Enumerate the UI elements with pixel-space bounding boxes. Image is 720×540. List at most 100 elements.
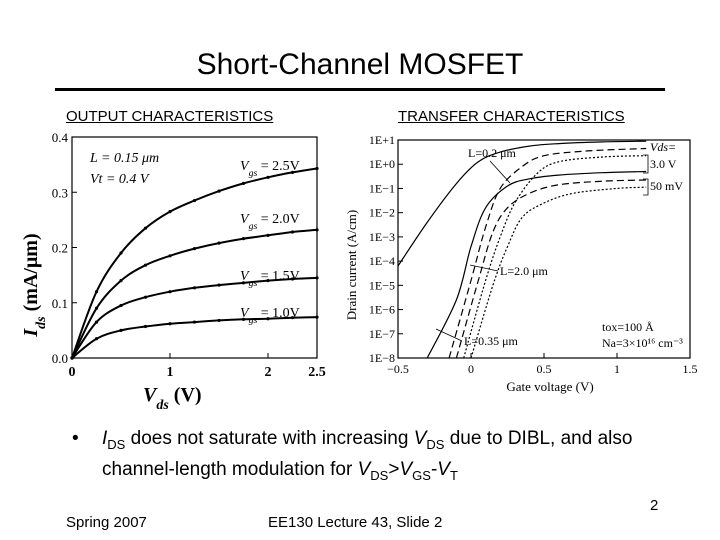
data-point <box>168 290 172 294</box>
data-point <box>94 306 99 310</box>
data-point <box>315 228 319 232</box>
data-point <box>315 276 319 280</box>
data-point <box>70 356 74 360</box>
page-number: 2 <box>650 497 659 514</box>
y-tick-label: 1E−5 <box>369 278 395 292</box>
annotation-pointer <box>469 264 499 272</box>
series-line <box>455 179 647 359</box>
footer-date: Spring 2007 <box>66 514 147 531</box>
bullet-text-part: DS <box>107 436 126 452</box>
transfer-characteristics-chart: −0.5 0 0.5 1 1.5 1E+1 1E+0 1E−1 1E−2 1E−3 1E−4 1E−5… <box>344 133 698 394</box>
series-line <box>397 140 647 267</box>
output-characteristics-heading: OUTPUT CHARACTERISTICS <box>66 108 274 125</box>
annotation-pointer <box>489 160 511 184</box>
data-point <box>192 320 197 324</box>
bullet-text-part: V <box>413 428 427 449</box>
data-point <box>94 337 99 341</box>
bullet-text-part: - <box>430 458 438 480</box>
y-tick-label: 0.2 <box>52 241 68 256</box>
annotation-L-0-35: L=0.35 μm <box>464 334 519 348</box>
annotation-channel-length: L = 0.15 μm <box>89 151 159 166</box>
annotation-L-2-0: L=2.0 μm <box>500 264 549 278</box>
y-tick-label: 1E+1 <box>369 133 395 147</box>
data-point <box>217 241 221 245</box>
series-label: Vgs = 1.0V <box>240 306 300 326</box>
y-tick-label: 1E−8 <box>369 351 395 365</box>
y-tick-label: 1E−4 <box>369 254 395 268</box>
annotation-tox: tox=100 Å <box>602 320 654 334</box>
data-point <box>94 290 99 294</box>
y-tick-label: 1E−7 <box>369 327 395 341</box>
data-point <box>119 251 123 255</box>
x-tick-label: 2.5 <box>308 365 326 380</box>
series-line <box>426 170 647 359</box>
bullet-text-part: does not saturate with increasing <box>125 428 414 449</box>
x-tick-label: 1 <box>167 365 174 380</box>
data-point <box>241 181 246 186</box>
annotation-vds: Vds= <box>650 140 676 154</box>
series-line <box>71 167 318 359</box>
series-line <box>470 186 647 359</box>
bullet-text-part: V <box>357 458 371 480</box>
data-point <box>315 166 319 171</box>
data-point <box>168 322 172 326</box>
data-point <box>143 295 148 299</box>
data-point <box>315 315 319 319</box>
x-tick-label: 1 <box>614 362 620 376</box>
y-tick-label: 1E−1 <box>369 181 395 195</box>
data-point <box>266 279 270 283</box>
data-point <box>290 277 295 281</box>
data-point <box>241 237 246 241</box>
data-point <box>143 226 148 230</box>
bracket-50mv <box>643 178 649 196</box>
x-tick-label: −0.5 <box>387 362 409 376</box>
series-label: Vgs = 1.5V <box>240 269 300 289</box>
data-point <box>266 175 270 179</box>
bullet-text-part: T <box>449 467 458 483</box>
annotation-na: Na=3×10¹⁶ cm⁻³ <box>602 336 683 350</box>
x-tick-label: 0 <box>468 362 474 376</box>
data-point <box>217 318 221 323</box>
data-point <box>241 317 246 321</box>
bullet-text-part: > <box>388 458 400 480</box>
bracket-3v <box>643 154 649 174</box>
annotation-L-0-2: L=0.2 μm <box>468 146 517 160</box>
data-point <box>119 328 123 332</box>
series-label: Vgs = 2.5V <box>240 159 300 179</box>
bullet-text-part: V <box>437 458 450 480</box>
bullet-text: IDS does not saturate with increasing VD… <box>102 426 682 488</box>
data-point <box>217 283 221 287</box>
data-point <box>266 233 270 237</box>
y-tick-label: 1E−3 <box>369 230 395 244</box>
bullet-text-part: I <box>102 428 108 449</box>
series-line <box>448 147 647 359</box>
data-point <box>192 247 197 251</box>
data-point <box>143 263 148 267</box>
y-tick-label: 1E+0 <box>369 157 395 171</box>
data-point <box>143 324 148 329</box>
y-tick-label: 1E−2 <box>369 206 395 220</box>
data-point <box>119 303 123 308</box>
data-point <box>266 317 270 321</box>
data-point <box>217 189 221 193</box>
y-tick-label: 0.3 <box>52 185 68 200</box>
x-tick-label: 0 <box>69 365 76 380</box>
annotation-pointer <box>435 328 463 342</box>
title-rule <box>55 88 665 91</box>
data-point <box>290 316 295 320</box>
y-axis-label: Ids (mA/μm) <box>20 233 49 337</box>
data-point <box>192 286 197 290</box>
bullet-icon: • <box>72 428 79 449</box>
data-point <box>290 170 295 174</box>
x-axis-label: Gate voltage (V) <box>506 379 593 394</box>
y-tick-label: 1E−6 <box>369 303 395 317</box>
y-axis-label: Drain current (A/cm) <box>344 210 359 320</box>
transfer-characteristics-heading: TRANSFER CHARACTERISTICS <box>398 108 625 125</box>
data-point <box>119 279 123 283</box>
y-tick-label: 0.1 <box>52 296 68 311</box>
annotation-vds-3v: 3.0 V <box>650 157 677 171</box>
y-tick-label: 0.0 <box>52 351 68 366</box>
bullet-text-part: GS <box>412 467 431 483</box>
bullet-text-part: DS <box>426 436 445 452</box>
bullet-text-part: due to DIBL, and also channel-length mod… <box>102 428 633 480</box>
